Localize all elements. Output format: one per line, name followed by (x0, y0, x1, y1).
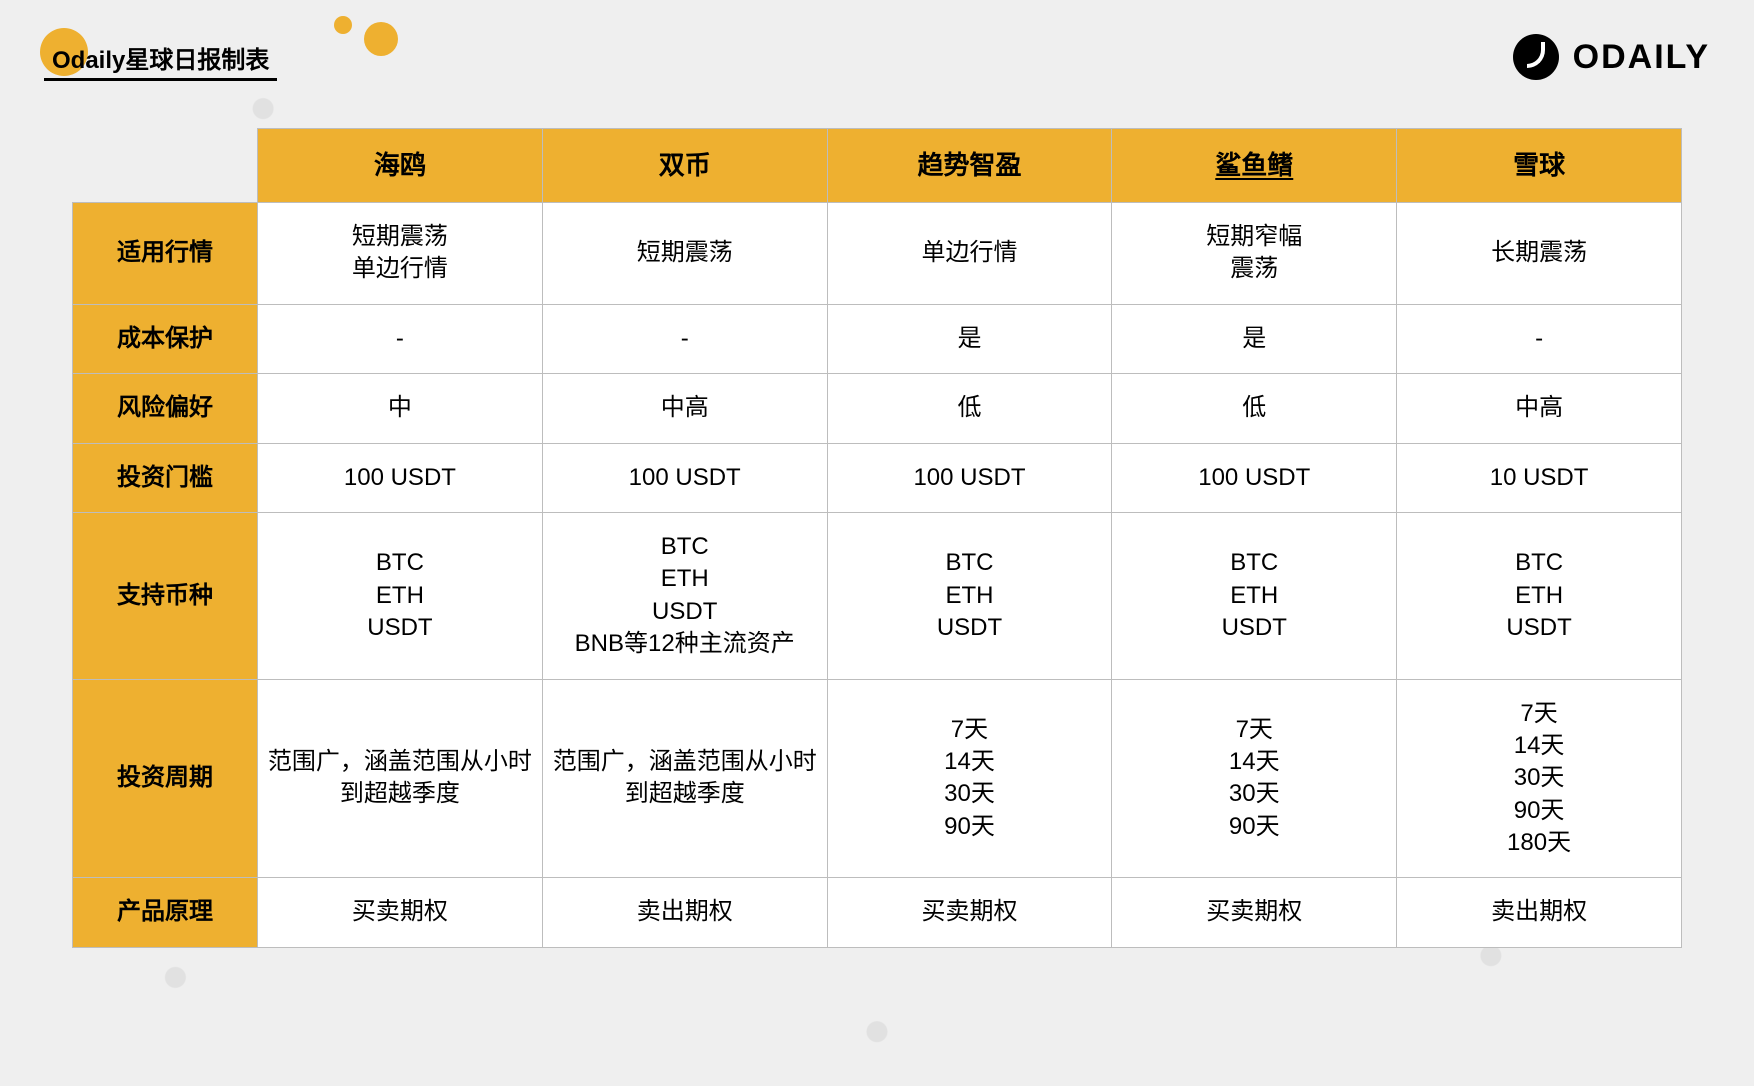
row-header: 产品原理 (73, 878, 258, 947)
title-accent-circle-small (334, 16, 352, 34)
table-row: 投资门槛100 USDT100 USDT100 USDT100 USDT10 U… (73, 443, 1682, 512)
table-row: 产品原理买卖期权卖出期权买卖期权买卖期权卖出期权 (73, 878, 1682, 947)
table-cell: 100 USDT (827, 443, 1112, 512)
row-header: 投资门槛 (73, 443, 258, 512)
comparison-table: 海鸥双币趋势智盈 鲨鱼鳍 雪球 适用行情短期震荡 单边行情短期震荡单边行情短期窄幅 … (72, 128, 1682, 948)
column-header: 双币 (542, 129, 827, 203)
table-cell: 短期震荡 单边行情 (258, 203, 543, 305)
table-cell: 7天 14天 30天 90天 180天 (1397, 679, 1682, 878)
column-header: 趋势智盈 (827, 129, 1112, 203)
table-cell: BTC ETH USDT (1397, 512, 1682, 679)
row-header: 支持币种 (73, 512, 258, 679)
table-cell: BTC ETH USDT BNB等12种主流资产 (542, 512, 827, 679)
table-cell: 中 (258, 374, 543, 443)
row-header: 成本保护 (73, 304, 258, 373)
table-cell: 10 USDT (1397, 443, 1682, 512)
table-corner-empty (73, 129, 258, 203)
table-cell: BTC ETH USDT (827, 512, 1112, 679)
table-cell: 长期震荡 (1397, 203, 1682, 305)
table-cell: 买卖期权 (1112, 878, 1397, 947)
table-cell: 短期震荡 (542, 203, 827, 305)
header: Odaily星球日报制表 ODAILY (44, 30, 1710, 90)
column-header: 海鸥 (258, 129, 543, 203)
table-cell: BTC ETH USDT (1112, 512, 1397, 679)
title-accent-circle-medium (364, 22, 398, 56)
table-row: 投资周期范围广，涵盖范围从小时到超越季度范围广，涵盖范围从小时到超越季度7天 1… (73, 679, 1682, 878)
column-header: 鲨鱼鳍 (1112, 129, 1397, 203)
brand-logo: ODAILY (1513, 30, 1710, 80)
title-block: Odaily星球日报制表 (44, 30, 277, 75)
table-cell: 短期窄幅 震荡 (1112, 203, 1397, 305)
row-header: 适用行情 (73, 203, 258, 305)
table-row: 风险偏好中中高低低中高 (73, 374, 1682, 443)
table-cell: - (542, 304, 827, 373)
column-header: 雪球 (1397, 129, 1682, 203)
odaily-logo-text: ODAILY (1573, 38, 1710, 77)
table-cell: BTC ETH USDT (258, 512, 543, 679)
table-cell: 买卖期权 (827, 878, 1112, 947)
table-cell: 是 (827, 304, 1112, 373)
table-cell: 范围广，涵盖范围从小时到超越季度 (258, 679, 543, 878)
table-cell: 是 (1112, 304, 1397, 373)
table-cell: 7天 14天 30天 90天 (827, 679, 1112, 878)
table-body: 适用行情短期震荡 单边行情短期震荡单边行情短期窄幅 震荡长期震荡成本保护--是是… (73, 203, 1682, 948)
table-cell: 单边行情 (827, 203, 1112, 305)
table-cell: 100 USDT (542, 443, 827, 512)
odaily-logo-icon (1513, 34, 1559, 80)
column-header-label: 鲨鱼鳍 (1215, 150, 1293, 180)
table-cell: 低 (827, 374, 1112, 443)
table-cell: 100 USDT (258, 443, 543, 512)
table-cell: - (1397, 304, 1682, 373)
table-cell: 卖出期权 (542, 878, 827, 947)
table-cell: 卖出期权 (1397, 878, 1682, 947)
table-cell: 7天 14天 30天 90天 (1112, 679, 1397, 878)
comparison-table-wrap: 海鸥双币趋势智盈 鲨鱼鳍 雪球 适用行情短期震荡 单边行情短期震荡单边行情短期窄幅 … (72, 128, 1682, 948)
table-cell: 买卖期权 (258, 878, 543, 947)
table-cell: 100 USDT (1112, 443, 1397, 512)
table-head: 海鸥双币趋势智盈 鲨鱼鳍 雪球 (73, 129, 1682, 203)
page-title: Odaily星球日报制表 (44, 45, 277, 81)
table-row: 支持币种BTC ETH USDTBTC ETH USDT BNB等12种主流资产… (73, 512, 1682, 679)
row-header: 投资周期 (73, 679, 258, 878)
table-cell: 范围广，涵盖范围从小时到超越季度 (542, 679, 827, 878)
table-cell: - (258, 304, 543, 373)
table-row: 成本保护--是是- (73, 304, 1682, 373)
table-cell: 中高 (1397, 374, 1682, 443)
table-cell: 低 (1112, 374, 1397, 443)
table-cell: 中高 (542, 374, 827, 443)
row-header: 风险偏好 (73, 374, 258, 443)
table-row: 适用行情短期震荡 单边行情短期震荡单边行情短期窄幅 震荡长期震荡 (73, 203, 1682, 305)
